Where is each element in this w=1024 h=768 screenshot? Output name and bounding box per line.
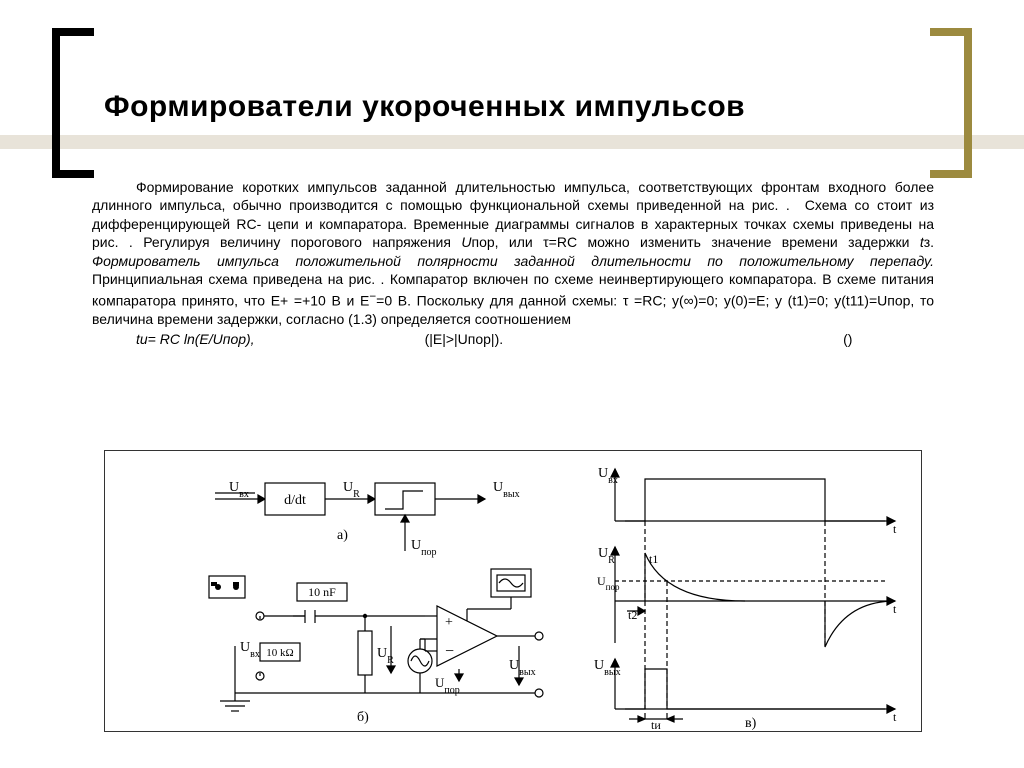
svg-text:+: + [445,615,453,630]
ur-a: UR [343,480,360,500]
formula-line: tи= RC ln(E/Uпор), (|E|>|Uпор|). () [92,330,934,348]
formula-cond: (|E|>|Uпор|). [425,331,504,347]
label-b: б) [357,710,369,725]
label-a: а) [337,528,348,543]
svg-text:t: t [893,602,897,616]
slide: Формирователи укороченных импульсов Форм… [0,0,1024,768]
svg-text:−: − [445,643,454,660]
main-paragraph: Формирование коротких импульсов заданной… [92,178,934,328]
uvyh-b: Uвых [509,658,536,678]
label-v: в) [745,716,757,731]
upor-a: Uпор [411,538,436,558]
body-text: Формирование коротких импульсов заданной… [92,178,934,349]
ur-c: UR [598,546,615,566]
formula-lhs: tи= RC ln(E/Uпор), [136,331,255,347]
svg-text:t1: t1 [649,552,658,566]
left-bracket [52,28,94,178]
page-title: Формирователи укороченных импульсов [104,90,920,124]
right-bracket [930,28,972,178]
upor-c: Uпор [597,574,620,592]
figure-svg: d/dt Uвх UR Uвых Uпор а) [105,451,921,731]
title-bar-accent [0,135,1024,149]
ddt-label: d/dt [284,493,306,508]
formula-eqnum: () [843,331,852,347]
10nf-label: 10 nF [308,585,336,599]
uvx-a: Uвх [229,480,249,500]
svg-text:t: t [893,522,897,536]
svg-text:tи: tи [651,718,661,731]
figure-box: d/dt Uвх UR Uвых Uпор а) [104,450,922,732]
svg-text:t2: t2 [628,608,637,622]
svg-text:t: t [893,710,897,724]
uvx-b: Uвх [240,640,260,660]
uvyh-a: Uвых [493,480,520,500]
10k-label: 10 kΩ [266,647,293,659]
